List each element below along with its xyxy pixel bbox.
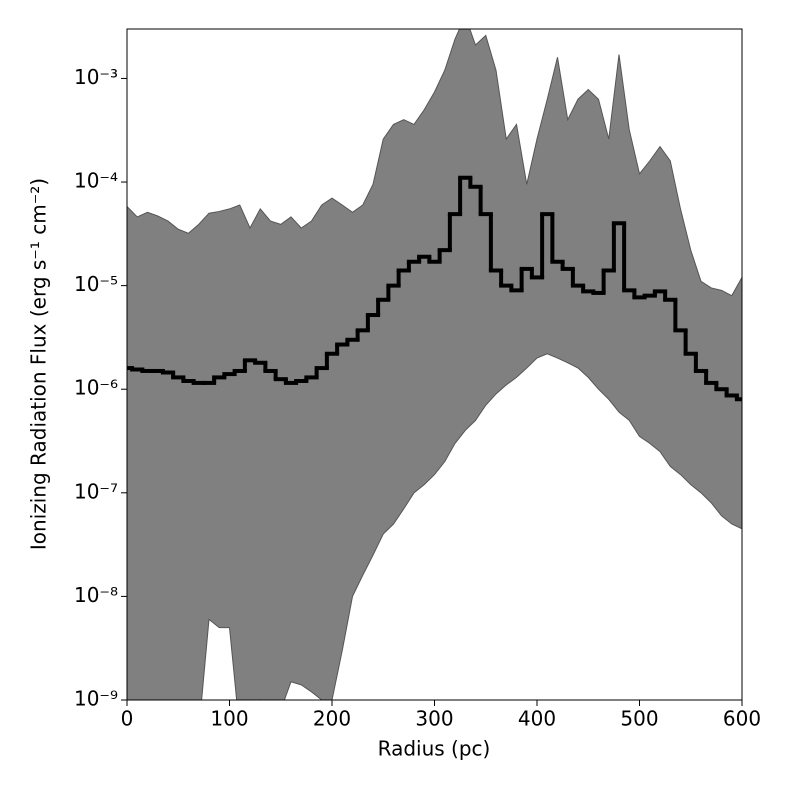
y-tick-label: 10⁻³	[74, 65, 118, 89]
y-tick-label: 10⁻⁴	[74, 169, 118, 193]
y-tick-label: 10⁻⁹	[74, 687, 118, 711]
band-upper	[127, 29, 742, 297]
x-tick-label: 100	[210, 707, 248, 731]
x-tick-label: 0	[121, 707, 134, 731]
y-axis-label: Ionizing Radiation Flux (erg s⁻¹ cm⁻²)	[27, 178, 51, 550]
plot-area	[127, 29, 742, 700]
x-tick-label: 300	[415, 707, 453, 731]
band-area	[127, 29, 742, 700]
y-tick-label: 10⁻⁶	[74, 376, 118, 400]
x-tick-label: 500	[620, 707, 658, 731]
y-tick-label: 10⁻⁸	[74, 583, 118, 607]
x-tick-label: 200	[313, 707, 351, 731]
x-axis-label: Radius (pc)	[378, 737, 491, 761]
y-tick-label: 10⁻⁷	[74, 479, 118, 503]
x-tick-label: 400	[518, 707, 556, 731]
x-tick-label: 600	[723, 707, 761, 731]
y-tick-label: 10⁻⁵	[74, 272, 118, 296]
band-lower	[201, 353, 742, 700]
